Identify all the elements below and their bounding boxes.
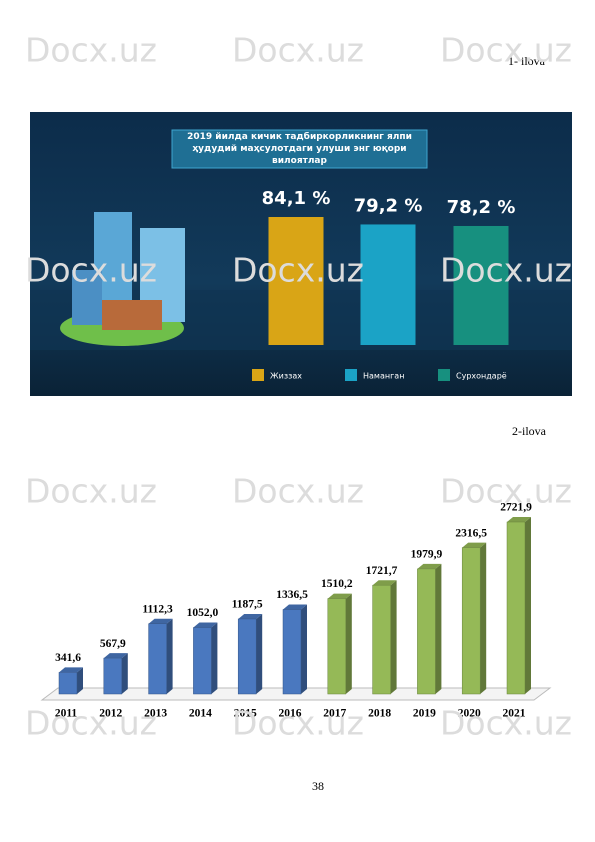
bar-top (417, 563, 442, 569)
value-label: 1052,0 (187, 607, 219, 619)
bar-side (525, 517, 531, 694)
watermark: Docx.uz (25, 472, 157, 511)
watermark: Docx.uz (25, 704, 157, 743)
watermark: Docx.uz (232, 472, 364, 511)
bar (461, 547, 481, 695)
bar-top (103, 653, 128, 659)
watermark: Docx.uz (440, 472, 572, 511)
legend-swatch (345, 369, 357, 381)
x-tick-label: 2015 (234, 708, 257, 720)
x-tick-label: 2012 (99, 708, 122, 720)
bar-top (59, 667, 83, 673)
bar (282, 609, 302, 695)
watermark: Docx.uz (440, 704, 572, 743)
legend-swatch (438, 369, 450, 381)
watermarks: Docx.uz Docx.uz Docx.uz Docx.uz Docx.uz Docx.… (25, 31, 572, 743)
illustration-building (102, 300, 162, 330)
x-tick-label: 2011 (55, 708, 78, 720)
bar (417, 568, 436, 695)
bar-side (301, 604, 307, 694)
bar (327, 598, 347, 695)
x-tick-label: 2013 (144, 708, 167, 720)
bar-top (507, 517, 531, 522)
bar (360, 224, 416, 345)
bar-side (77, 667, 83, 694)
bar-side (211, 622, 218, 694)
annex-label: 1- ilova (508, 54, 546, 68)
watermark: Docx.uz (440, 31, 572, 70)
value-label: 1336,5 (276, 589, 308, 601)
title-box (171, 129, 428, 169)
bar (193, 627, 212, 695)
watermark: Docx.uz (232, 704, 364, 743)
bar-side (390, 580, 397, 694)
x-tick-label: 2019 (413, 708, 436, 720)
bar (103, 657, 123, 695)
x-tick-label: 2021 (503, 708, 526, 720)
x-tick-label: 2020 (458, 708, 481, 720)
chart-title: 2019 йилда кичик тадбиркорликнинг ялпи ҳ… (187, 132, 412, 166)
bar-top (372, 580, 397, 586)
value-label: 1510,2 (321, 578, 353, 590)
bar-top (238, 613, 263, 619)
chart-1: 84,1 % Жиззах 79,2 % Наманган 78,2 % Сурхонда… (252, 188, 515, 381)
bar-top (462, 542, 487, 548)
x-tick-label: 2018 (368, 708, 391, 720)
bar-side (480, 542, 487, 694)
watermark: Docx.uz (232, 251, 364, 290)
watermark: Docx.uz (440, 251, 572, 290)
bar-side (121, 653, 128, 694)
title-container: 2019 йилда кичик тадбиркорликнинг ялпи ҳ… (187, 132, 412, 166)
watermark: Docx.uz (232, 31, 364, 70)
bar (268, 217, 324, 345)
watermark: Docx.uz (25, 251, 157, 290)
legend-label: Наманган (363, 372, 404, 381)
value-label: 341,6 (55, 652, 81, 664)
bar (506, 521, 526, 695)
illustration-building (72, 270, 102, 325)
x-tick-label: 2016 (279, 708, 302, 720)
legend-swatch (252, 369, 264, 381)
bar-side (345, 593, 352, 694)
bar-side (166, 618, 173, 694)
bar-side (435, 563, 442, 694)
bar (237, 618, 257, 695)
bar-top (283, 604, 307, 610)
value-label: 2316,5 (455, 527, 487, 539)
bar-top (327, 593, 352, 599)
annex-label: 2-ilova (512, 424, 547, 438)
value-label: 1721,7 (366, 565, 398, 577)
value-label: 79,2 % (354, 195, 423, 216)
bar (372, 584, 391, 695)
value-label: 84,1 % (262, 188, 331, 209)
value-label: 2721,9 (500, 502, 532, 514)
x-tick-label: 2014 (189, 708, 212, 720)
watermark: Docx.uz (25, 31, 157, 70)
bar-top (193, 622, 218, 628)
bar (148, 623, 167, 695)
bar-top (148, 618, 173, 624)
chart-2: 341,6 2011 567,9 2012 1112,3 2013 1052,0 2014 11… (55, 502, 532, 720)
bar (58, 672, 78, 695)
value-label: 78,2 % (447, 197, 516, 218)
value-label: 1979,9 (411, 549, 443, 561)
bar (453, 225, 509, 345)
x-tick-label: 2017 (323, 708, 346, 720)
value-label: 1187,5 (232, 599, 263, 611)
legend-label: Жиззах (270, 372, 302, 381)
bar-side (256, 613, 263, 694)
legend-label: Сурхондарё (456, 372, 507, 381)
value-label: 1112,3 (142, 603, 173, 615)
value-label: 567,9 (100, 638, 126, 650)
page-number: 38 (312, 779, 324, 793)
